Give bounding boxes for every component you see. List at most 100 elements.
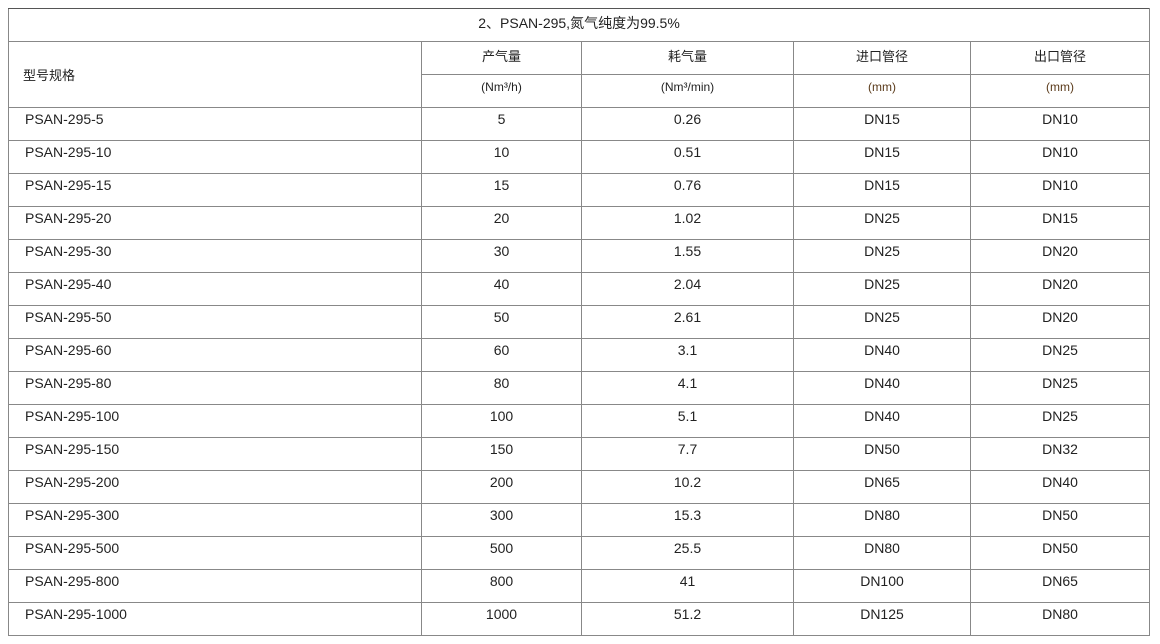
cell-consumption: 1.55 [581,239,794,273]
cell-consumption: 25.5 [581,536,794,570]
cell-model: PSAN-295-60 [8,338,422,372]
cell-model: PSAN-295-30 [8,239,422,273]
unit-row: (Nm³/h) (Nm³/min) (mm) (mm) [9,74,1151,108]
cell-output: 10 [421,140,582,174]
cell-outlet: DN25 [969,371,1151,405]
table-row: PSAN-295-80 80 4.1 DN40 DN25 [8,371,1151,405]
unit-output: (Nm³/h) [421,74,582,108]
cell-consumption: 10.2 [581,470,794,504]
cell-model: PSAN-295-100 [8,404,422,438]
cell-consumption: 0.51 [581,140,794,174]
table-row: PSAN-295-30 30 1.55 DN25 DN20 [8,239,1151,273]
cell-model: PSAN-295-500 [8,536,422,570]
cell-inlet: DN65 [793,470,971,504]
cell-consumption: 51.2 [581,602,794,636]
table-row: PSAN-295-100 100 5.1 DN40 DN25 [8,404,1151,438]
cell-outlet: DN50 [969,503,1151,537]
cell-outlet: DN32 [969,437,1151,471]
cell-model: PSAN-295-800 [8,569,422,603]
table-row: PSAN-295-300 300 15.3 DN80 DN50 [8,503,1151,537]
cell-consumption: 3.1 [581,338,794,372]
cell-outlet: DN10 [969,107,1151,141]
unit-outlet: (mm) [969,74,1151,108]
spec-table: 2、PSAN-295,氮气纯度为99.5% 型号规格 产气量 耗气量 进口管径 … [7,8,1151,636]
cell-consumption: 0.26 [581,107,794,141]
cell-inlet: DN80 [793,536,971,570]
cell-model: PSAN-295-20 [8,206,422,240]
table-row: PSAN-295-10 10 0.51 DN15 DN10 [8,140,1151,174]
cell-output: 20 [421,206,582,240]
cell-inlet: DN100 [793,569,971,603]
cell-inlet: DN25 [793,272,971,306]
cell-outlet: DN25 [969,404,1151,438]
cell-inlet: DN125 [793,602,971,636]
cell-output: 150 [421,437,582,471]
cell-model: PSAN-295-5 [8,107,422,141]
cell-consumption: 4.1 [581,371,794,405]
table-title-row: 2、PSAN-295,氮气纯度为99.5% [7,8,1151,42]
cell-inlet: DN25 [793,305,971,339]
cell-consumption: 7.7 [581,437,794,471]
table-row: PSAN-295-5 5 0.26 DN15 DN10 [8,107,1151,141]
cell-outlet: DN20 [969,239,1151,273]
cell-inlet: DN25 [793,206,971,240]
cell-output: 100 [421,404,582,438]
cell-output: 15 [421,173,582,207]
header-row: 型号规格 产气量 耗气量 进口管径 出口管径 [8,41,1151,108]
cell-outlet: DN80 [969,602,1151,636]
cell-output: 60 [421,338,582,372]
table-row: PSAN-295-15 15 0.76 DN15 DN10 [8,173,1151,207]
table-row: PSAN-295-60 60 3.1 DN40 DN25 [8,338,1151,372]
cell-model: PSAN-295-15 [8,173,422,207]
cell-model: PSAN-295-150 [8,437,422,471]
cell-consumption: 15.3 [581,503,794,537]
cell-outlet: DN15 [969,206,1151,240]
cell-inlet: DN40 [793,371,971,405]
header-model: 型号规格 [8,41,422,108]
cell-model: PSAN-295-300 [8,503,422,537]
cell-output: 40 [421,272,582,306]
cell-inlet: DN40 [793,404,971,438]
cell-outlet: DN10 [969,173,1151,207]
unit-consumption: (Nm³/min) [581,74,794,108]
cell-model: PSAN-295-1000 [8,602,422,636]
cell-model: PSAN-295-80 [8,371,422,405]
cell-outlet: DN25 [969,338,1151,372]
header-consumption: 耗气量 [581,41,794,75]
table-row: PSAN-295-200 200 10.2 DN65 DN40 [8,470,1151,504]
table-row: PSAN-295-20 20 1.02 DN25 DN15 [8,206,1151,240]
cell-output: 300 [421,503,582,537]
cell-output: 80 [421,371,582,405]
cell-outlet: DN40 [969,470,1151,504]
cell-model: PSAN-295-200 [8,470,422,504]
cell-output: 50 [421,305,582,339]
cell-output: 5 [421,107,582,141]
cell-inlet: DN15 [793,140,971,174]
cell-output: 200 [421,470,582,504]
header-outlet: 出口管径 [969,41,1151,75]
cell-output: 1000 [421,602,582,636]
table-row: PSAN-295-150 150 7.7 DN50 DN32 [8,437,1151,471]
cell-inlet: DN15 [793,173,971,207]
cell-consumption: 5.1 [581,404,794,438]
table-title: 2、PSAN-295,氮气纯度为99.5% [7,8,1151,42]
cell-outlet: DN50 [969,536,1151,570]
cell-consumption: 41 [581,569,794,603]
cell-outlet: DN65 [969,569,1151,603]
header-output: 产气量 [421,41,582,75]
cell-outlet: DN20 [969,305,1151,339]
cell-consumption: 0.76 [581,173,794,207]
table-row: PSAN-295-50 50 2.61 DN25 DN20 [8,305,1151,339]
cell-output: 500 [421,536,582,570]
cell-inlet: DN50 [793,437,971,471]
unit-inlet: (mm) [793,74,971,108]
table-row: PSAN-295-800 800 41 DN100 DN65 [8,569,1151,603]
cell-model: PSAN-295-40 [8,272,422,306]
cell-output: 30 [421,239,582,273]
header-inlet: 进口管径 [793,41,971,75]
cell-inlet: DN80 [793,503,971,537]
cell-inlet: DN15 [793,107,971,141]
cell-inlet: DN40 [793,338,971,372]
table-row: PSAN-295-1000 1000 51.2 DN125 DN80 [8,602,1151,636]
table-row: PSAN-295-500 500 25.5 DN80 DN50 [8,536,1151,570]
